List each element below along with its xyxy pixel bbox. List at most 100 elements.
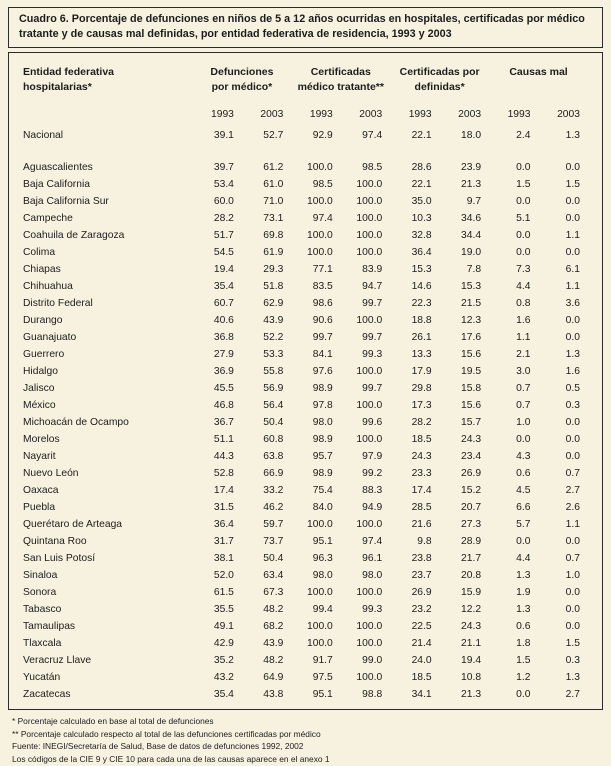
header-group-row: Entidad federativa hospitalarias* Defunc… xyxy=(23,63,588,107)
table-row: Tabasco 35.5 48.2 99.4 99.3 23.2 12.2 1.3 0.0 xyxy=(23,601,588,618)
value-cell: 23.2 xyxy=(411,603,432,615)
value-cell: 32.8 xyxy=(411,229,432,241)
value-cell: 21.6 xyxy=(411,518,432,530)
value-cell: 1.5 xyxy=(565,178,580,190)
value-cell: 100.0 xyxy=(356,229,383,241)
table-row: Chihuahua 35.4 51.8 83.5 94.7 14.6 15.3 4.4 1.1 xyxy=(23,278,588,295)
value-cell: 60.7 xyxy=(213,297,234,309)
value-cell: 99.3 xyxy=(362,348,383,360)
value-cell: 98.8 xyxy=(362,688,383,700)
value-cell: 83.5 xyxy=(312,280,333,292)
value-cell: 99.7 xyxy=(312,331,333,343)
value-cell: 73.7 xyxy=(263,535,284,547)
value-cell: 0.7 xyxy=(516,399,531,411)
value-cell: 10.8 xyxy=(461,671,482,683)
entity-name-cell: Tlaxcala xyxy=(23,637,62,649)
table-row: Colima 54.5 61.9 100.0 100.0 36.4 19.0 0.0 0.0 xyxy=(23,244,588,261)
value-cell: 0.0 xyxy=(565,246,580,258)
column-header-certificadas: Certificadas médico tratante** xyxy=(291,63,390,107)
value-cell: 99.2 xyxy=(362,467,383,479)
entity-name-cell: Aguascalientes xyxy=(23,161,93,173)
value-cell: 28.5 xyxy=(411,501,432,513)
value-cell: 10.3 xyxy=(411,212,432,224)
value-cell: 98.9 xyxy=(312,382,333,394)
year-header-spacer xyxy=(23,107,192,128)
value-cell: 35.0 xyxy=(411,195,432,207)
value-cell: 0.0 xyxy=(516,246,531,258)
value-cell: 0.7 xyxy=(565,467,580,479)
value-cell: 28.9 xyxy=(461,535,482,547)
value-cell: 19.5 xyxy=(461,365,482,377)
value-cell: 23.3 xyxy=(411,467,432,479)
value-cell: 61.2 xyxy=(263,161,284,173)
value-cell: 15.8 xyxy=(461,382,482,394)
value-cell: 100.0 xyxy=(306,246,333,258)
value-cell: 100.0 xyxy=(356,399,383,411)
value-cell: 49.1 xyxy=(213,620,234,632)
table-row: Nacional 39.1 52.7 92.9 97.4 22.1 18.0 2.4 1.3 xyxy=(23,128,588,160)
column-header-entity: Entidad federativa hospitalarias* xyxy=(23,63,192,107)
value-cell: 46.8 xyxy=(213,399,234,411)
year-header: 1993 xyxy=(309,108,333,120)
value-cell: 27.3 xyxy=(461,518,482,530)
value-cell: 46.2 xyxy=(263,501,284,513)
table-row: Jalisco 45.5 56.9 98.9 99.7 29.8 15.8 0.7 0.5 xyxy=(23,380,588,397)
value-cell: 95.7 xyxy=(312,450,333,462)
value-cell: 0.8 xyxy=(516,297,531,309)
value-cell: 0.0 xyxy=(516,161,531,173)
value-cell: 6.6 xyxy=(516,501,531,513)
value-cell: 24.3 xyxy=(461,433,482,445)
data-table-container: Entidad federativa hospitalarias* Defunc… xyxy=(8,52,603,711)
value-cell: 34.6 xyxy=(461,212,482,224)
footnote-line: Fuente: INEGI/Secretaría de Salud, Base … xyxy=(12,741,304,752)
value-cell: 97.4 xyxy=(362,130,383,142)
value-cell: 5.7 xyxy=(516,518,531,530)
entity-name-cell: Tabasco xyxy=(23,603,62,615)
value-cell: 0.5 xyxy=(565,382,580,394)
value-cell: 26.9 xyxy=(411,586,432,598)
entity-name-cell: Coahuila de Zaragoza xyxy=(23,229,125,241)
entity-name-cell: Campeche xyxy=(23,212,73,224)
value-cell: 100.0 xyxy=(306,195,333,207)
entity-name-cell: Nayarit xyxy=(23,450,56,462)
value-cell: 55.8 xyxy=(263,365,284,377)
value-cell: 24.0 xyxy=(411,654,432,666)
value-cell: 1.1 xyxy=(516,331,531,343)
value-cell: 99.3 xyxy=(362,603,383,615)
value-cell: 23.4 xyxy=(461,450,482,462)
value-cell: 0.0 xyxy=(565,603,580,615)
column-header-defunciones: Defunciones por médico* xyxy=(192,63,291,107)
value-cell: 43.8 xyxy=(263,688,284,700)
value-cell: 2.7 xyxy=(565,484,580,496)
value-cell: 3.6 xyxy=(565,297,580,309)
value-cell: 7.3 xyxy=(516,263,531,275)
value-cell: 19.4 xyxy=(213,263,234,275)
value-cell: 0.3 xyxy=(565,399,580,411)
value-cell: 0.0 xyxy=(565,535,580,547)
value-cell: 100.0 xyxy=(306,586,333,598)
entity-name-cell: Veracruz Llave xyxy=(23,654,92,666)
table-row: Michoacán de Ocampo 36.7 50.4 98.0 99.6 28.2 1… xyxy=(23,414,588,431)
table-row: Sinaloa 52.0 63.4 98.0 98.0 23.7 20.8 1.3 1.0 xyxy=(23,567,588,584)
value-cell: 22.1 xyxy=(411,178,432,190)
value-cell: 15.7 xyxy=(461,416,482,428)
value-cell: 98.5 xyxy=(362,161,383,173)
table-row: Baja California Sur 60.0 71.0 100.0 100.0 35.… xyxy=(23,193,588,210)
value-cell: 96.1 xyxy=(362,552,383,564)
value-cell: 20.8 xyxy=(461,569,482,581)
value-cell: 100.0 xyxy=(356,620,383,632)
value-cell: 43.9 xyxy=(263,637,284,649)
value-cell: 99.4 xyxy=(312,603,333,615)
value-cell: 28.2 xyxy=(411,416,432,428)
value-cell: 17.4 xyxy=(213,484,234,496)
value-cell: 21.4 xyxy=(411,637,432,649)
entity-name-cell: Distrito Federal xyxy=(23,297,93,309)
value-cell: 98.6 xyxy=(312,297,333,309)
value-cell: 1.1 xyxy=(565,280,580,292)
value-cell: 0.0 xyxy=(565,212,580,224)
value-cell: 15.6 xyxy=(461,348,482,360)
value-cell: 1.0 xyxy=(516,416,531,428)
value-cell: 92.9 xyxy=(312,130,333,142)
value-cell: 1.3 xyxy=(565,671,580,683)
value-cell: 63.8 xyxy=(263,450,284,462)
